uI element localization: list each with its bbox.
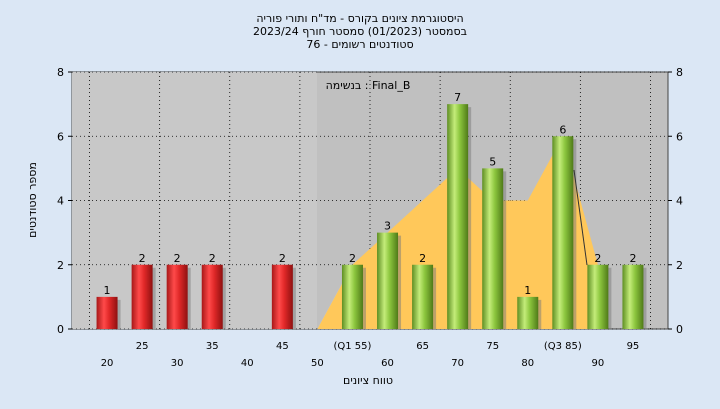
bar-label-65: 2 xyxy=(419,252,426,265)
bar-label-70: 7 xyxy=(454,91,461,104)
chart-title-line-1: היסטוגרמת ציונים בקורס - מד"ח ותורי פורי… xyxy=(256,12,463,25)
bar-25 xyxy=(131,264,153,329)
x-tick-label-upper: 25 xyxy=(136,341,149,352)
bar-label-95: 2 xyxy=(629,252,636,265)
bar-80 xyxy=(517,296,539,329)
x-axis-title: טווח ציונים xyxy=(343,374,393,387)
x-tick-label-lower: 80 xyxy=(521,358,534,369)
y-tick-label-left: 6 xyxy=(57,130,64,143)
bar-label-20: 1 xyxy=(104,284,111,297)
x-tick-label-lower: 60 xyxy=(381,358,394,369)
bar-55 xyxy=(341,264,363,329)
x-tick-label-lower: 20 xyxy=(101,358,114,369)
bar-label-75: 5 xyxy=(489,155,496,168)
bar-label-30: 2 xyxy=(174,252,181,265)
y-axis-left: 0 2 4 6 8 xyxy=(57,66,72,336)
y-tick-label-right: 6 xyxy=(676,130,683,143)
bars-group xyxy=(96,104,647,329)
y-tick-label-left: 2 xyxy=(57,259,64,272)
bar-75 xyxy=(482,168,504,329)
y-tick-label-right: 2 xyxy=(676,259,683,272)
chart-title-line-3: סטודנטים רשומים - 76 xyxy=(306,38,413,51)
x-tick-label-lower: 50 xyxy=(311,358,324,369)
bar-label-35: 2 xyxy=(209,252,216,265)
x-tick-label-lower: 30 xyxy=(171,358,184,369)
bar-35 xyxy=(201,264,223,329)
x-tick-label-upper: (Q3 85) xyxy=(544,341,582,352)
bar-label-45: 2 xyxy=(279,252,286,265)
x-tick-label-upper: 65 xyxy=(416,341,429,352)
bar-30 xyxy=(166,264,188,329)
y-tick-label-left: 4 xyxy=(57,195,64,208)
bar-value-labels: 1 2 2 2 2 2 3 2 7 5 1 6 2 2 xyxy=(104,91,637,297)
legend-text: בנשימה : Final_B xyxy=(326,79,411,92)
bar-label-90: 2 xyxy=(594,252,601,265)
y-tick-label-left: 0 xyxy=(57,323,64,336)
x-tick-label-lower: 40 xyxy=(241,358,254,369)
x-tick-label-upper: (Q1 55) xyxy=(333,341,371,352)
bar-label-85: 6 xyxy=(559,123,566,136)
bar-60 xyxy=(377,232,399,329)
y-tick-label-right: 8 xyxy=(676,66,683,79)
bar-20 xyxy=(96,296,118,329)
x-tick-label-upper: 35 xyxy=(206,341,219,352)
y-tick-label-right: 4 xyxy=(676,195,683,208)
q3-connector-line xyxy=(573,169,588,266)
x-axis: 25 35 45 (Q1 55) 65 75 (Q3 85) 95 20 30 40 50 60 70 80… xyxy=(101,341,640,369)
bar-70 xyxy=(447,104,469,329)
x-tick-label-upper: 45 xyxy=(276,341,289,352)
bar-90 xyxy=(587,264,609,329)
bar-label-60: 3 xyxy=(384,220,391,233)
x-tick-label-lower: 70 xyxy=(451,358,464,369)
bar-65 xyxy=(412,264,434,329)
bar-95 xyxy=(622,264,644,329)
y-tick-label-right: 0 xyxy=(676,323,683,336)
y-axis-right: 0 2 4 6 8 xyxy=(668,66,683,336)
bar-label-80: 1 xyxy=(524,284,531,297)
bar-label-25: 2 xyxy=(139,252,146,265)
bar-label-55: 2 xyxy=(349,252,356,265)
chart-title-line-2: בסמסטר (01/2023) סמסטר חורף 2023/24 xyxy=(253,25,467,38)
x-tick-label-upper: 75 xyxy=(486,341,499,352)
y-axis-title: מספר סטודנטים xyxy=(26,162,39,238)
bar-85 xyxy=(552,136,574,329)
x-tick-label-upper: 95 xyxy=(627,341,640,352)
bar-45 xyxy=(271,264,293,329)
x-tick-label-lower: 90 xyxy=(592,358,605,369)
y-tick-label-left: 8 xyxy=(57,66,64,79)
